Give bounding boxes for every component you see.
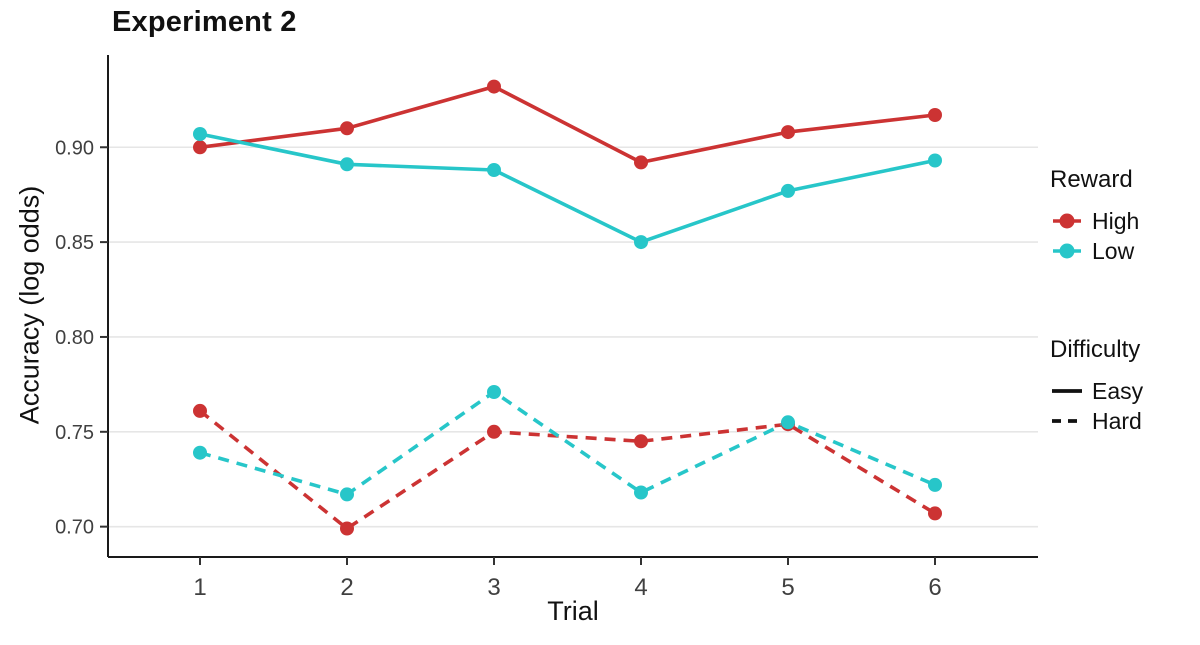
legend-difficulty-title: Difficulty — [1050, 336, 1141, 363]
difficulty-hard-dashed-line-icon — [1052, 419, 1082, 423]
svg-text:0.90: 0.90 — [55, 137, 94, 159]
svg-text:3: 3 — [487, 574, 500, 601]
svg-text:0.85: 0.85 — [55, 232, 94, 254]
svg-text:0.75: 0.75 — [55, 422, 94, 444]
line-chart-plot-area: 0.70 0.75 0.80 0.85 0.90 1 2 3 4 5 6 — [55, 55, 1038, 601]
svg-text:2: 2 — [340, 574, 353, 601]
legend-label: Hard — [1092, 407, 1142, 434]
svg-text:0.80: 0.80 — [55, 327, 94, 349]
legend-label: Low — [1092, 237, 1135, 264]
svg-text:0.70: 0.70 — [55, 517, 94, 539]
svg-text:6: 6 — [928, 574, 941, 601]
reward-low-point-icon — [1053, 243, 1081, 259]
legend: Reward High Low Difficulty Easy Hard — [1050, 166, 1200, 436]
svg-text:5: 5 — [781, 574, 794, 601]
reward-high-point-icon — [1053, 213, 1081, 229]
legend-label: Easy — [1092, 377, 1144, 404]
legend-spacer — [1050, 266, 1200, 336]
difficulty-easy-solid-line-icon — [1052, 389, 1082, 393]
x-axis-title: Trial — [547, 596, 599, 626]
page-title: Experiment 2 — [112, 6, 297, 38]
legend-reward-title: Reward — [1050, 166, 1133, 193]
legend-label: High — [1092, 207, 1140, 234]
svg-text:1: 1 — [193, 574, 206, 601]
legend-entry-reward-low: Low — [1050, 236, 1200, 266]
legend-entry-difficulty-easy: Easy — [1050, 376, 1200, 406]
legend-entry-difficulty-hard: Hard — [1050, 406, 1200, 436]
svg-text:4: 4 — [634, 574, 647, 601]
legend-entry-reward-high: High — [1050, 206, 1200, 236]
